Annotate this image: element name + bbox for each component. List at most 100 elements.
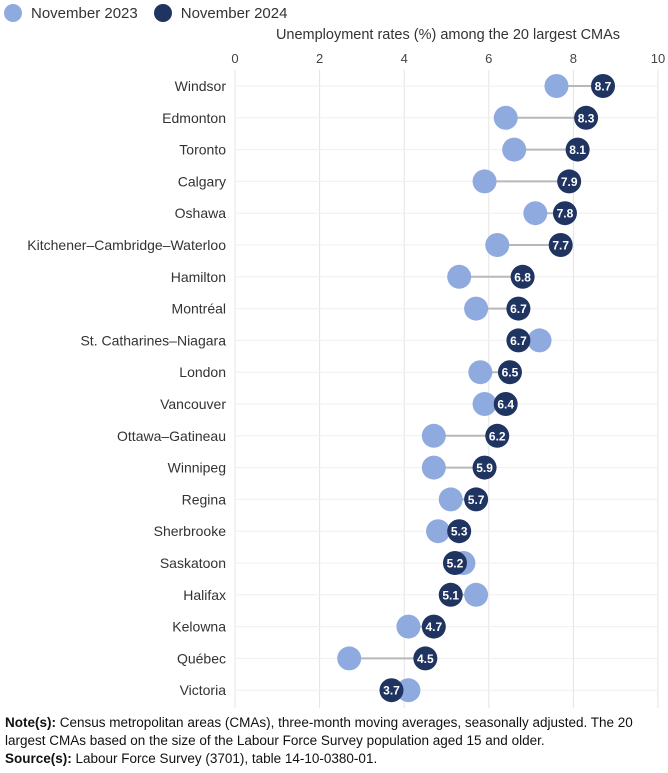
point-nov-2024[interactable]: [472, 455, 497, 480]
category-label: Toronto: [179, 142, 226, 158]
point-nov-2024[interactable]: [379, 678, 404, 703]
data-label-nov-2024: 6.8: [514, 270, 531, 284]
data-label-nov-2024: 8.3: [578, 111, 595, 125]
data-label-nov-2024: 8.7: [595, 80, 612, 94]
point-nov-2024[interactable]: [464, 487, 489, 512]
category-label: Victoria: [180, 682, 227, 698]
point-nov-2023[interactable]: [502, 137, 527, 162]
category-label: Oshawa: [175, 205, 227, 221]
category-label: St. Catharines–Niagara: [80, 332, 226, 348]
point-nov-2024[interactable]: [506, 328, 531, 353]
data-label-nov-2024: 5.2: [447, 557, 464, 571]
point-nov-2024[interactable]: [506, 296, 531, 321]
x-tick-labels: 0 2 4 6 8 10: [231, 51, 665, 66]
legend-swatch-2024: [153, 4, 172, 22]
category-label: Halifax: [183, 587, 226, 603]
category-label: Sherbrooke: [154, 523, 227, 539]
point-nov-2023[interactable]: [464, 582, 489, 607]
data-label-nov-2024: 3.7: [383, 684, 400, 698]
source-label: Source(s):: [5, 751, 72, 766]
legend-item-2024[interactable]: November 2024: [153, 4, 288, 22]
point-nov-2023[interactable]: [485, 233, 510, 257]
legend-label-2023: November 2023: [31, 4, 138, 22]
data-label-nov-2024: 6.2: [489, 429, 506, 443]
data-label-nov-2024: 8.1: [569, 143, 586, 157]
x-tick-label: 8: [570, 51, 577, 66]
category-labels: Windsor Edmonton Toronto Calgary Oshawa Kitch…: [27, 78, 226, 698]
category-label: Regina: [182, 491, 227, 507]
point-nov-2024[interactable]: [493, 392, 518, 416]
data-label-nov-2024: 5.1: [442, 588, 459, 602]
x-tick-label: 0: [231, 51, 238, 66]
x-axis-title: Unemployment rates (%) among the 20 larg…: [276, 27, 620, 43]
point-nov-2023[interactable]: [493, 105, 518, 130]
legend-swatch-2023: [4, 4, 22, 22]
point-nov-2023[interactable]: [421, 455, 446, 480]
category-label: Calgary: [178, 173, 226, 189]
x-tick-label: 10: [651, 51, 665, 66]
category-label: Vancouver: [160, 396, 226, 412]
source-text: Labour Force Survey (3701), table 14-10-…: [71, 751, 378, 766]
data-label-nov-2024: 6.5: [502, 366, 519, 380]
point-nov-2023[interactable]: [396, 678, 421, 703]
note-line: Note(s): Census metropolitan areas (CMAs…: [5, 714, 665, 750]
data-label-nov-2024: 6.7: [510, 302, 527, 316]
point-nov-2023[interactable]: [426, 519, 451, 544]
point-nov-2023[interactable]: [464, 296, 489, 321]
category-label: Hamilton: [171, 269, 226, 285]
x-tick-label: 6: [485, 51, 492, 66]
data-label-nov-2024: 5.3: [451, 525, 468, 539]
point-nov-2024[interactable]: [497, 360, 522, 385]
chart-notes: Note(s): Census metropolitan areas (CMAs…: [5, 714, 665, 768]
category-label: Windsor: [175, 78, 227, 94]
point-nov-2024[interactable]: [485, 423, 510, 448]
point-nov-2024[interactable]: [548, 233, 573, 257]
note-text: Census metropolitan areas (CMAs), three-…: [5, 715, 633, 748]
point-nov-2023[interactable]: [396, 614, 421, 639]
point-nov-2023[interactable]: [472, 169, 497, 194]
category-label: Montréal: [172, 301, 226, 317]
legend: November 2023 November 2024: [4, 3, 303, 23]
data-label-nov-2024: 6.7: [510, 334, 527, 348]
data-label-nov-2024: 6.4: [497, 398, 514, 412]
legend-item-2023[interactable]: November 2023: [4, 4, 138, 22]
dumbbell-chart: Unemployment rates (%) among the 20 larg…: [27, 27, 665, 708]
point-nov-2024[interactable]: [552, 201, 577, 226]
point-nov-2023[interactable]: [527, 328, 552, 353]
point-nov-2023[interactable]: [337, 646, 362, 671]
data-label-nov-2024: 7.8: [557, 207, 574, 221]
source-line: Source(s): Labour Force Survey (3701), t…: [5, 750, 665, 768]
point-nov-2024[interactable]: [421, 614, 446, 639]
data-label-nov-2024: 4.7: [425, 620, 442, 634]
x-tick-label: 2: [316, 51, 323, 66]
data-label-nov-2024: 5.7: [468, 493, 485, 507]
category-label: Saskatoon: [160, 555, 226, 571]
grid-layer: [234, 70, 659, 708]
point-nov-2023[interactable]: [447, 264, 472, 289]
point-nov-2024[interactable]: [565, 137, 590, 162]
category-label: Québec: [177, 650, 226, 666]
point-nov-2024[interactable]: [413, 646, 438, 671]
point-nov-2024[interactable]: [447, 519, 472, 544]
data-label-nov-2024: 5.9: [476, 461, 493, 475]
legend-label-2024: November 2024: [180, 4, 288, 22]
category-label: Winnipeg: [168, 460, 226, 476]
point-nov-2024[interactable]: [557, 169, 582, 194]
point-nov-2024[interactable]: [510, 264, 535, 289]
data-label-nov-2024: 7.7: [552, 239, 569, 253]
point-nov-2023[interactable]: [523, 201, 548, 226]
data-label-nov-2024: 7.9: [561, 175, 578, 189]
category-label: Kitchener–Cambridge–Waterloo: [27, 237, 226, 253]
x-tick-label: 4: [401, 51, 408, 66]
point-nov-2023[interactable]: [472, 392, 497, 416]
point-nov-2024[interactable]: [442, 551, 467, 575]
point-nov-2024[interactable]: [591, 74, 616, 98]
category-label: Kelowna: [172, 619, 226, 635]
data-label-nov-2024: 4.5: [417, 652, 434, 666]
point-nov-2023[interactable]: [544, 74, 569, 98]
point-nov-2023[interactable]: [468, 360, 493, 385]
point-nov-2023[interactable]: [438, 487, 463, 512]
point-nov-2024[interactable]: [438, 582, 463, 607]
point-nov-2023[interactable]: [421, 423, 446, 448]
point-nov-2024[interactable]: [574, 105, 599, 130]
